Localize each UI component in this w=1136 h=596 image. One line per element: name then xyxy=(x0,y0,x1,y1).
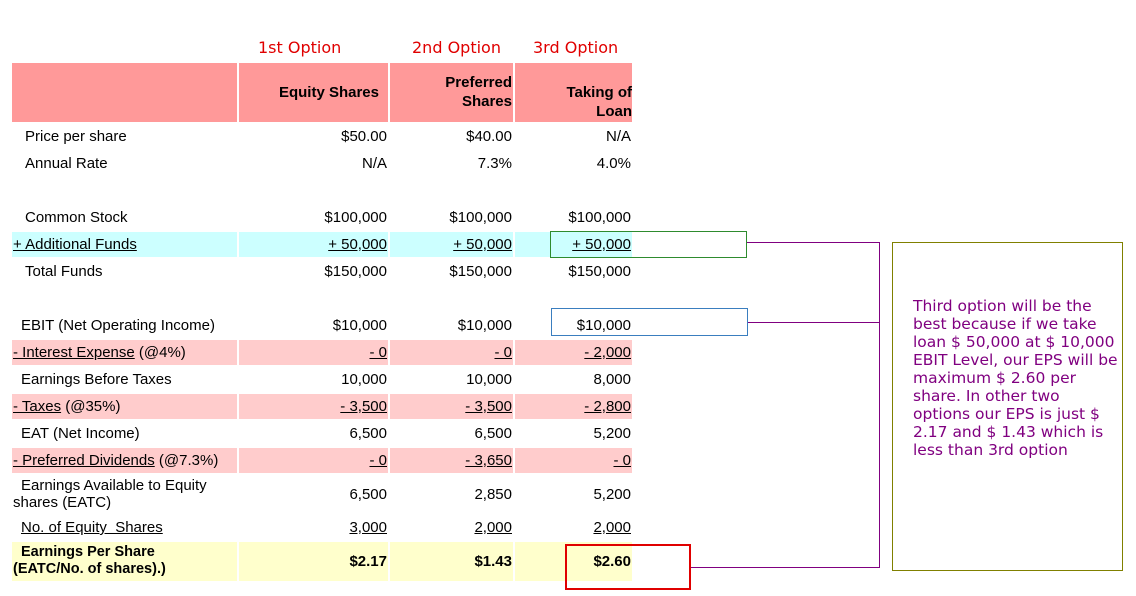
label-annual-rate: Annual Rate xyxy=(25,155,108,172)
rate-loan: 4.0% xyxy=(596,155,631,172)
ebit-loan: $10,000 xyxy=(576,317,631,334)
common-equity: $100,000 xyxy=(324,209,387,226)
dividends-loan: - 0 xyxy=(613,452,631,469)
label-additional-funds: + Additional Funds xyxy=(13,236,137,253)
eatc-equity: 6,500 xyxy=(349,486,387,503)
band-eps xyxy=(12,542,632,581)
price-preferred: $40.00 xyxy=(466,128,512,145)
ebit-equity: $10,000 xyxy=(332,317,387,334)
option-3-title: 3rd Option xyxy=(533,38,619,57)
interest-loan: - 2,000 xyxy=(584,344,631,361)
total-loan: $150,000 xyxy=(568,263,631,280)
table-header xyxy=(12,63,632,122)
shares-equity: 3,000 xyxy=(349,519,387,536)
connector-funds xyxy=(747,242,879,243)
interest-equity: - 0 xyxy=(369,344,387,361)
dividends-equity: - 0 xyxy=(369,452,387,469)
ebit-highlight-box xyxy=(551,308,748,336)
option-1-title: 1st Option xyxy=(258,38,342,57)
ebt-equity: 10,000 xyxy=(341,371,387,388)
eat-preferred: 6,500 xyxy=(474,425,512,442)
price-equity: $50.00 xyxy=(341,128,387,145)
funds-loan: + 50,000 xyxy=(572,236,631,253)
taxes-preferred: - 3,500 xyxy=(465,398,512,415)
label-taxes: - Taxes (@35%) xyxy=(13,398,121,415)
label-interest-expense: - Interest Expense (@4%) xyxy=(13,344,186,361)
eps-preferred: $1.43 xyxy=(474,553,512,570)
label-eps: Earnings Per Share (EATC/No. of shares).… xyxy=(13,544,166,577)
taxes-equity: - 3,500 xyxy=(340,398,387,415)
total-preferred: $150,000 xyxy=(449,263,512,280)
interest-preferred: - 0 xyxy=(494,344,512,361)
shares-preferred: 2,000 xyxy=(474,519,512,536)
taxes-loan: - 2,800 xyxy=(584,398,631,415)
price-loan: N/A xyxy=(605,128,631,145)
funds-highlight-box xyxy=(550,231,747,258)
eps-equity: $2.17 xyxy=(349,553,387,570)
band-taxes xyxy=(12,394,632,419)
label-equity-shares-count: No. of Equity Shares xyxy=(21,519,163,536)
eatc-loan: 5,200 xyxy=(593,486,631,503)
funds-equity: + 50,000 xyxy=(328,236,387,253)
label-ebt: Earnings Before Taxes xyxy=(21,371,172,388)
label-price-per-share: Price per share xyxy=(25,128,127,145)
connector-ebit xyxy=(748,322,879,323)
eat-loan: 5,200 xyxy=(593,425,631,442)
eat-equity: 6,500 xyxy=(349,425,387,442)
header-taking-of-loan: Taking of Loan xyxy=(566,84,632,120)
label-ebit: EBIT (Net Operating Income) xyxy=(21,317,215,334)
common-loan: $100,000 xyxy=(568,209,631,226)
option-2-title: 2nd Option xyxy=(412,38,501,57)
conclusion-note: Third option will be the best because if… xyxy=(892,242,1123,571)
eps-loan: $2.60 xyxy=(593,553,631,570)
eps-highlight-box xyxy=(565,544,691,590)
band-preferred-dividends xyxy=(12,448,632,473)
rate-equity: N/A xyxy=(361,155,387,172)
band-additional-funds xyxy=(12,232,632,257)
conclusion-note-text: Third option will be the best because if… xyxy=(913,297,1118,459)
band-interest-expense xyxy=(12,340,632,365)
shares-loan: 2,000 xyxy=(593,519,631,536)
ebt-preferred: 10,000 xyxy=(466,371,512,388)
funds-preferred: + 50,000 xyxy=(453,236,512,253)
label-total-funds: Total Funds xyxy=(25,263,103,280)
total-equity: $150,000 xyxy=(324,263,387,280)
label-common-stock: Common Stock xyxy=(25,209,128,226)
rate-preferred: 7.3% xyxy=(477,155,512,172)
label-eatc: Earnings Available to Equity shares (EAT… xyxy=(13,477,207,511)
connector-eps xyxy=(691,567,879,568)
dividends-preferred: - 3,650 xyxy=(465,452,512,469)
label-preferred-dividends: - Preferred Dividends (@7.3%) xyxy=(13,452,219,469)
ebt-loan: 8,000 xyxy=(593,371,631,388)
label-eat: EAT (Net Income) xyxy=(21,425,140,442)
eatc-preferred: 2,850 xyxy=(474,486,512,503)
ebit-preferred: $10,000 xyxy=(457,317,512,334)
common-preferred: $100,000 xyxy=(449,209,512,226)
header-preferred-shares: Preferred Shares xyxy=(445,74,512,110)
connector-vertical xyxy=(879,242,880,568)
header-equity-shares: Equity Shares xyxy=(278,84,379,101)
